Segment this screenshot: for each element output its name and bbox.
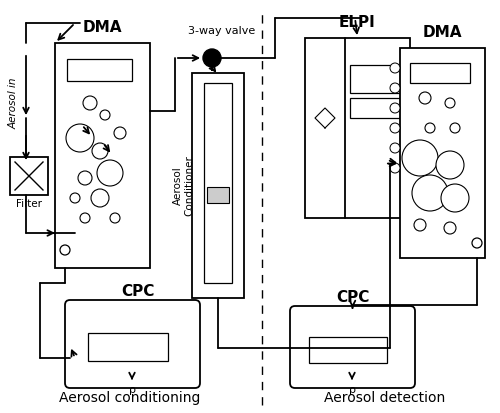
Text: DMA: DMA (423, 25, 462, 40)
Text: ρ: ρ (349, 385, 356, 395)
Circle shape (472, 238, 482, 248)
Circle shape (436, 151, 464, 179)
Bar (400, 48, 485, 258)
Circle shape (425, 123, 435, 133)
Circle shape (390, 63, 400, 73)
Bar (192, 73, 244, 298)
Circle shape (78, 171, 92, 185)
Bar (350, 65, 400, 93)
Circle shape (114, 127, 126, 139)
Circle shape (110, 213, 120, 223)
Circle shape (445, 98, 455, 108)
Text: Aerosol detection: Aerosol detection (324, 391, 446, 405)
Circle shape (97, 160, 123, 186)
Text: Aerosol conditioning: Aerosol conditioning (60, 391, 200, 405)
Text: ρ: ρ (129, 385, 136, 395)
Circle shape (412, 175, 448, 211)
Circle shape (441, 184, 469, 212)
Circle shape (419, 92, 431, 104)
FancyBboxPatch shape (65, 300, 200, 388)
Bar (67, 59, 132, 81)
Bar (204, 83, 232, 283)
Text: Aerosol
Conditioner: Aerosol Conditioner (173, 155, 195, 216)
Circle shape (70, 193, 80, 203)
Bar (305, 38, 410, 218)
Bar (410, 63, 470, 83)
Circle shape (390, 163, 400, 173)
Text: Aerosol in: Aerosol in (9, 77, 19, 129)
Circle shape (80, 213, 90, 223)
Text: CPC: CPC (121, 284, 154, 299)
Text: ELPI: ELPI (339, 15, 376, 30)
Text: 3-way valve: 3-way valve (188, 26, 256, 36)
Circle shape (66, 124, 94, 152)
Circle shape (390, 123, 400, 133)
Circle shape (100, 110, 110, 120)
Circle shape (450, 123, 460, 133)
Bar (207, 187, 229, 203)
Circle shape (92, 143, 108, 159)
Circle shape (444, 222, 456, 234)
Circle shape (402, 140, 438, 176)
Circle shape (203, 49, 221, 67)
Bar (309, 337, 387, 363)
Circle shape (91, 189, 109, 207)
FancyBboxPatch shape (290, 306, 415, 388)
Text: Filter: Filter (16, 199, 42, 209)
Bar (88, 333, 168, 361)
Circle shape (390, 83, 400, 93)
Circle shape (83, 96, 97, 110)
Circle shape (414, 219, 426, 231)
Bar (350, 98, 400, 118)
Text: DMA: DMA (83, 20, 122, 35)
Circle shape (390, 143, 400, 153)
Circle shape (60, 245, 70, 255)
Bar (10, 157, 48, 195)
Text: CPC: CPC (336, 290, 369, 305)
Bar (55, 43, 150, 268)
Circle shape (390, 103, 400, 113)
